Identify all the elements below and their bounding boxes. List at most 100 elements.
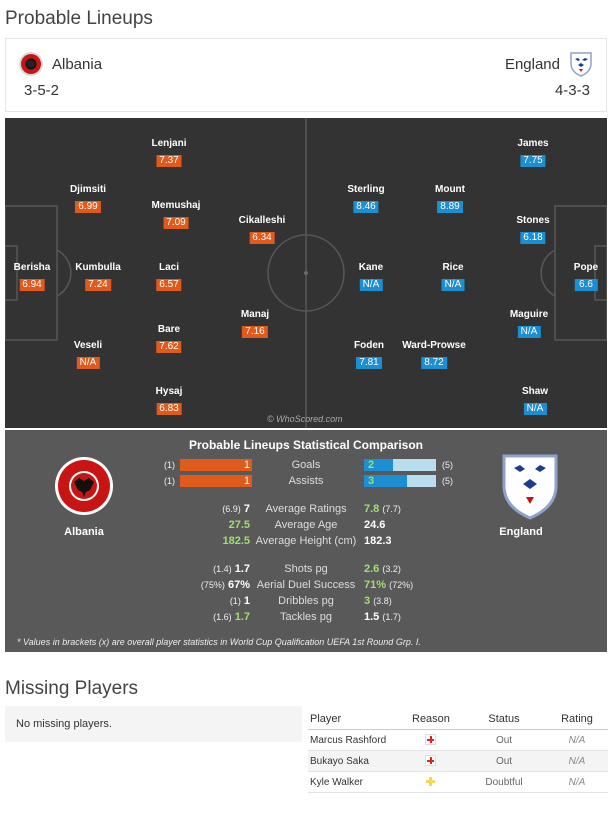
- home-player[interactable]: Bare 7.62: [156, 324, 182, 354]
- missing-player-name[interactable]: Bukayo Saka: [310, 756, 369, 767]
- home-player[interactable]: Lenjani 7.37: [151, 138, 187, 168]
- home-player[interactable]: Manaj 7.16: [241, 309, 269, 339]
- home-team-name[interactable]: Albania: [52, 55, 103, 73]
- away-player[interactable]: Pope 6.6: [574, 262, 598, 292]
- home-team[interactable]: Albania: [18, 51, 102, 77]
- aerial-away-bracket: (72%): [389, 580, 414, 590]
- player-rating-badge: 6.83: [156, 403, 182, 415]
- missing-players-table: Player Reason Status Rating Marcus Rashf…: [308, 708, 608, 793]
- player-name[interactable]: Bare: [157, 324, 181, 335]
- assists-away-bar: [364, 475, 436, 487]
- player-name[interactable]: Hysaj: [155, 386, 183, 397]
- dribbles-home-bracket: (1): [229, 596, 241, 606]
- shots-label: Shots pg: [284, 563, 328, 575]
- home-player[interactable]: Berisha 6.94: [13, 262, 51, 292]
- away-player[interactable]: James 7.75: [517, 138, 549, 168]
- player-rating-badge: 6.94: [19, 279, 45, 291]
- albania-crest-icon: [19, 52, 43, 76]
- header-status[interactable]: Status: [488, 713, 520, 725]
- table-row: Bukayo Saka Out N/A: [308, 751, 608, 772]
- player-rating-badge: 6.57: [156, 279, 182, 291]
- away-player[interactable]: Shaw N/A: [522, 386, 548, 416]
- player-name[interactable]: James: [517, 138, 549, 149]
- away-player[interactable]: Foden 7.81: [354, 340, 384, 370]
- player-name[interactable]: Lenjani: [151, 138, 187, 149]
- header-reason[interactable]: Reason: [412, 713, 450, 725]
- player-name[interactable]: Kane: [358, 262, 384, 273]
- header-player[interactable]: Player: [310, 713, 342, 725]
- dribbles-away-value: 3: [364, 595, 371, 607]
- player-name[interactable]: Memushaj: [151, 200, 201, 211]
- home-team-label: Albania: [64, 526, 104, 538]
- no-missing-text: No missing players.: [16, 718, 112, 730]
- player-name[interactable]: Ward-Prowse: [402, 340, 466, 351]
- england-crest-icon: [570, 52, 592, 77]
- watermark: © WhoScored.com: [267, 414, 343, 424]
- player-name[interactable]: Kumbulla: [75, 262, 121, 273]
- shots-away-value: 2.6: [364, 563, 380, 575]
- player-rating-badge: N/A: [441, 279, 465, 291]
- aerial-label: Aerial Duel Success: [256, 579, 356, 591]
- home-player[interactable]: Veseli N/A: [74, 340, 102, 370]
- player-name[interactable]: Rice: [442, 262, 464, 273]
- player-rating-badge: 7.75: [520, 155, 546, 167]
- stats-title: Probable Lineups Statistical Comparison: [188, 438, 424, 452]
- player-name[interactable]: Shaw: [521, 386, 549, 397]
- stat-goals: (1) 1 Goals 2 (5): [5, 458, 607, 472]
- player-name[interactable]: Mount: [435, 184, 465, 195]
- away-player[interactable]: Sterling 8.46: [347, 184, 385, 214]
- away-player[interactable]: Mount 8.89: [435, 184, 465, 214]
- player-rating-badge: 6.34: [249, 232, 275, 244]
- aerial-away-value: 71%: [364, 579, 387, 591]
- player-name[interactable]: Maguire: [509, 309, 549, 320]
- tackles-label: Tackles pg: [280, 611, 332, 623]
- stats-comparison: Probable Lineups Statistical Comparison …: [5, 430, 607, 652]
- goals-away-value: 2: [368, 459, 375, 471]
- player-name[interactable]: Manaj: [240, 309, 270, 320]
- header-rating[interactable]: Rating: [561, 713, 593, 725]
- tackles-away-value: 1.5: [364, 611, 380, 623]
- away-player[interactable]: Maguire N/A: [510, 309, 548, 339]
- home-player[interactable]: Laci 6.57: [156, 262, 182, 292]
- player-name[interactable]: Djimsiti: [69, 184, 107, 195]
- player-name[interactable]: Laci: [158, 262, 179, 273]
- player-name[interactable]: Sterling: [347, 184, 385, 195]
- away-player[interactable]: Kane N/A: [359, 262, 383, 292]
- player-name[interactable]: Berisha: [13, 262, 51, 273]
- age-away-value: 24.6: [364, 519, 386, 531]
- home-player[interactable]: Memushaj 7.09: [151, 200, 201, 230]
- home-player[interactable]: Cikalleshi 6.34: [238, 215, 286, 245]
- player-name[interactable]: Stones: [516, 215, 550, 226]
- away-player[interactable]: Stones 6.18: [516, 215, 550, 245]
- albania-crest-icon: [55, 457, 113, 515]
- home-player[interactable]: Hysaj 6.83: [155, 386, 183, 416]
- player-name[interactable]: Veseli: [73, 340, 103, 351]
- dribbles-label: Dribbles pg: [278, 595, 334, 607]
- player-rating-badge: 7.37: [156, 155, 182, 167]
- player-name[interactable]: Pope: [573, 262, 599, 273]
- away-player[interactable]: Rice N/A: [441, 262, 465, 292]
- goals-label: Goals: [291, 459, 321, 471]
- player-rating-badge: N/A: [76, 357, 100, 369]
- missing-player-name[interactable]: Kyle Walker: [310, 777, 363, 788]
- pitch: Berisha 6.94 Djimsiti 6.99 Kumbulla 7.24 Vesel…: [5, 118, 607, 428]
- shots-home-bracket: (1.4): [213, 564, 232, 574]
- missing-player-name[interactable]: Marcus Rashford: [310, 735, 387, 746]
- away-team[interactable]: England: [505, 51, 594, 77]
- home-player[interactable]: Djimsiti 6.99: [70, 184, 106, 214]
- stat-dribbles: (1) 1 Dribbles pg 3 (3.8): [5, 594, 607, 608]
- player-name[interactable]: Foden: [354, 340, 384, 351]
- away-team-name[interactable]: England: [504, 55, 560, 73]
- away-team-label: England: [499, 526, 543, 538]
- away-player[interactable]: Ward-Prowse 8.72: [402, 340, 466, 370]
- doubtful-icon: [424, 776, 436, 787]
- player-name[interactable]: Cikalleshi: [238, 215, 286, 226]
- player-rating-badge: 6.6: [574, 279, 598, 291]
- home-player[interactable]: Kumbulla 7.24: [75, 262, 121, 292]
- england-crest-icon: [502, 454, 558, 520]
- stat-aerial: (75%) 67% Aerial Duel Success 71% (72%): [5, 578, 607, 592]
- assists-away-bracket: (5): [442, 476, 453, 486]
- player-rating-badge: 8.72: [421, 357, 447, 369]
- missing-rating: N/A: [568, 735, 586, 746]
- missing-rating: N/A: [568, 756, 586, 767]
